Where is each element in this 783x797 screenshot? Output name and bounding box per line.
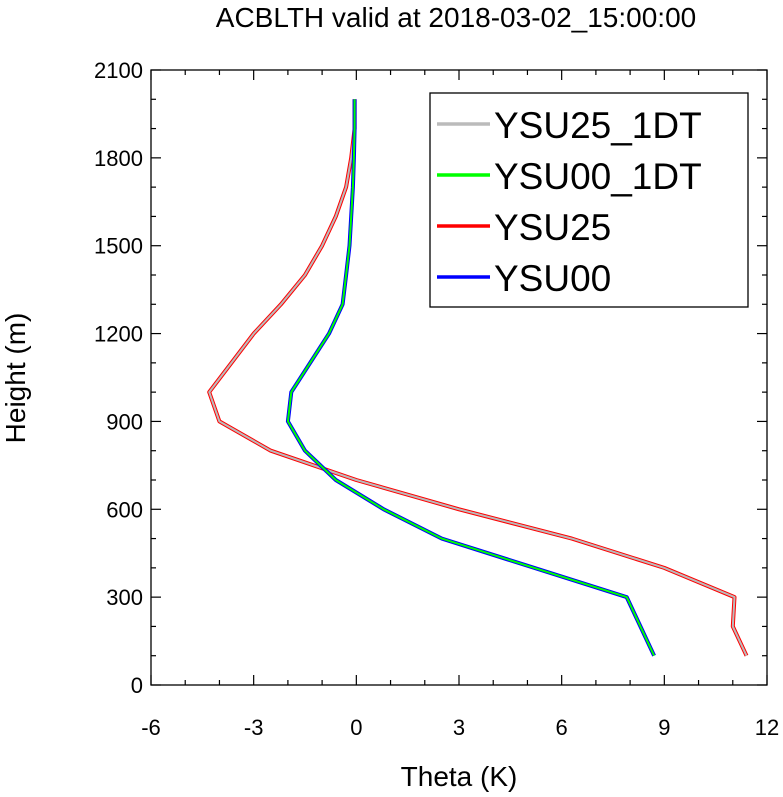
legend-box — [429, 92, 749, 308]
x-tick-label: -3 — [244, 715, 264, 740]
axis-ticks: -6 -3 0 3 6 9 12 0 300 600 900 1200 1500 1800 2100 — [94, 58, 779, 740]
series-line-ysu00-1dt — [286, 99, 656, 657]
y-tick-label: 300 — [106, 585, 143, 610]
y-tick-label: 1200 — [94, 322, 143, 347]
y-tick-label: 1500 — [94, 234, 143, 259]
x-tick-label: 12 — [755, 715, 779, 740]
series-line-ysu25-1dt — [208, 99, 748, 657]
chart-title: ACBLTH valid at 2018-03-02_15:00:00 — [216, 2, 696, 33]
legend-label-ysu25-1dt: YSU25_1DT — [494, 105, 702, 146]
series-layer — [207, 99, 749, 657]
x-tick-label: 9 — [658, 715, 670, 740]
y-tick-label: 0 — [131, 673, 143, 698]
y-tick-label: 1800 — [94, 146, 143, 171]
legend: YSU25_1DT YSU00_1DT YSU25 YSU00 — [429, 92, 749, 308]
legend-label-ysu00-1dt: YSU00_1DT — [494, 156, 702, 197]
legend-label-ysu25: YSU25 — [494, 207, 611, 248]
y-axis-label: Height (m) — [0, 313, 31, 444]
x-tick-label: 0 — [350, 715, 362, 740]
x-tick-label: -6 — [141, 715, 161, 740]
y-tick-label: 2100 — [94, 58, 143, 83]
y-tick-label: 900 — [106, 409, 143, 434]
y-tick-label: 600 — [106, 497, 143, 522]
legend-label-ysu00: YSU00 — [494, 258, 611, 299]
x-tick-label: 3 — [453, 715, 465, 740]
x-tick-label: 6 — [556, 715, 568, 740]
x-axis-label: Theta (K) — [401, 761, 518, 792]
